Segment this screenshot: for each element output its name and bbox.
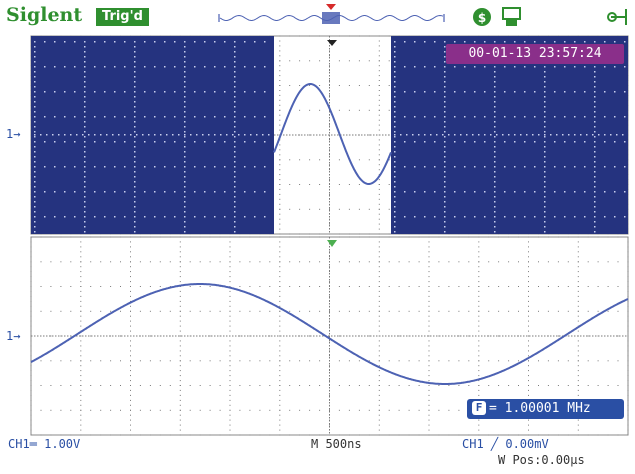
zoom-trace — [30, 283, 629, 385]
plug-icon — [607, 9, 627, 25]
frequency-counter: F = 1.00001 MHz — [467, 399, 624, 419]
trigger-status-badge: Trig'd — [96, 8, 149, 26]
trigger-position-marker — [326, 4, 336, 10]
usb-icon: $ — [473, 8, 491, 26]
ch1-scale: CH1═ 1.00V — [8, 437, 81, 451]
ch1-marker-lower: 1→ — [6, 329, 20, 343]
window-position-readout: W Pos:0.00μs — [498, 453, 585, 467]
ch1-marker-upper: 1→ — [6, 127, 20, 141]
printer-icon — [502, 7, 521, 26]
svg-text:$: $ — [478, 11, 486, 25]
overview-window — [322, 12, 340, 24]
lower-trigger-arrow — [327, 240, 337, 247]
frequency-value: = 1.00001 MHz — [489, 401, 591, 416]
top-status-bar: Siglent Trig'd — [0, 0, 635, 34]
zoom-mask-left — [31, 36, 274, 234]
main-trace — [273, 83, 392, 185]
date-time-badge: 00-01-13 23:57:24 — [446, 44, 624, 64]
timebase-readout: M 500ns — [311, 437, 362, 451]
upper-trigger-arrow — [327, 40, 337, 46]
frequency-icon: F — [472, 401, 486, 415]
mask-grid-dots — [34, 41, 626, 233]
brand-logo: Siglent — [6, 4, 83, 26]
trigger-readout: CH1 ╱ 0.00mV — [462, 437, 549, 451]
memory-overview-bar — [218, 4, 445, 24]
